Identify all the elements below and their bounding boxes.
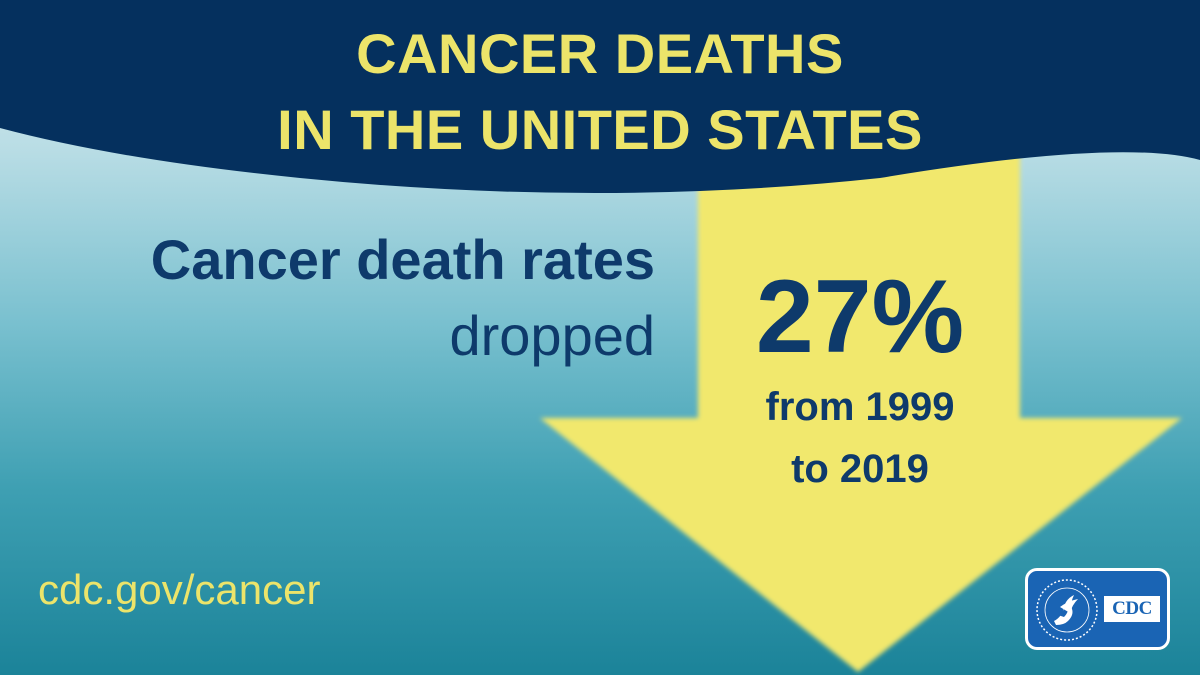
percent-stat: 27% bbox=[755, 259, 965, 375]
hhs-seal-icon bbox=[1036, 579, 1098, 641]
title-banner bbox=[0, 0, 1200, 193]
cdc-logo: CDC bbox=[1025, 568, 1170, 650]
subheadline: dropped bbox=[449, 304, 655, 367]
date-range-line-2: to 2019 bbox=[791, 447, 929, 491]
headline: Cancer death rates bbox=[150, 228, 655, 291]
website-link[interactable]: cdc.gov/cancer bbox=[38, 566, 321, 613]
page-title-line-1: CANCER DEATHS bbox=[356, 22, 844, 85]
date-range-line-1: from 1999 bbox=[765, 385, 955, 429]
cdc-wordmark: CDC bbox=[1104, 596, 1160, 622]
page-title-line-2: IN THE UNITED STATES bbox=[277, 98, 923, 161]
